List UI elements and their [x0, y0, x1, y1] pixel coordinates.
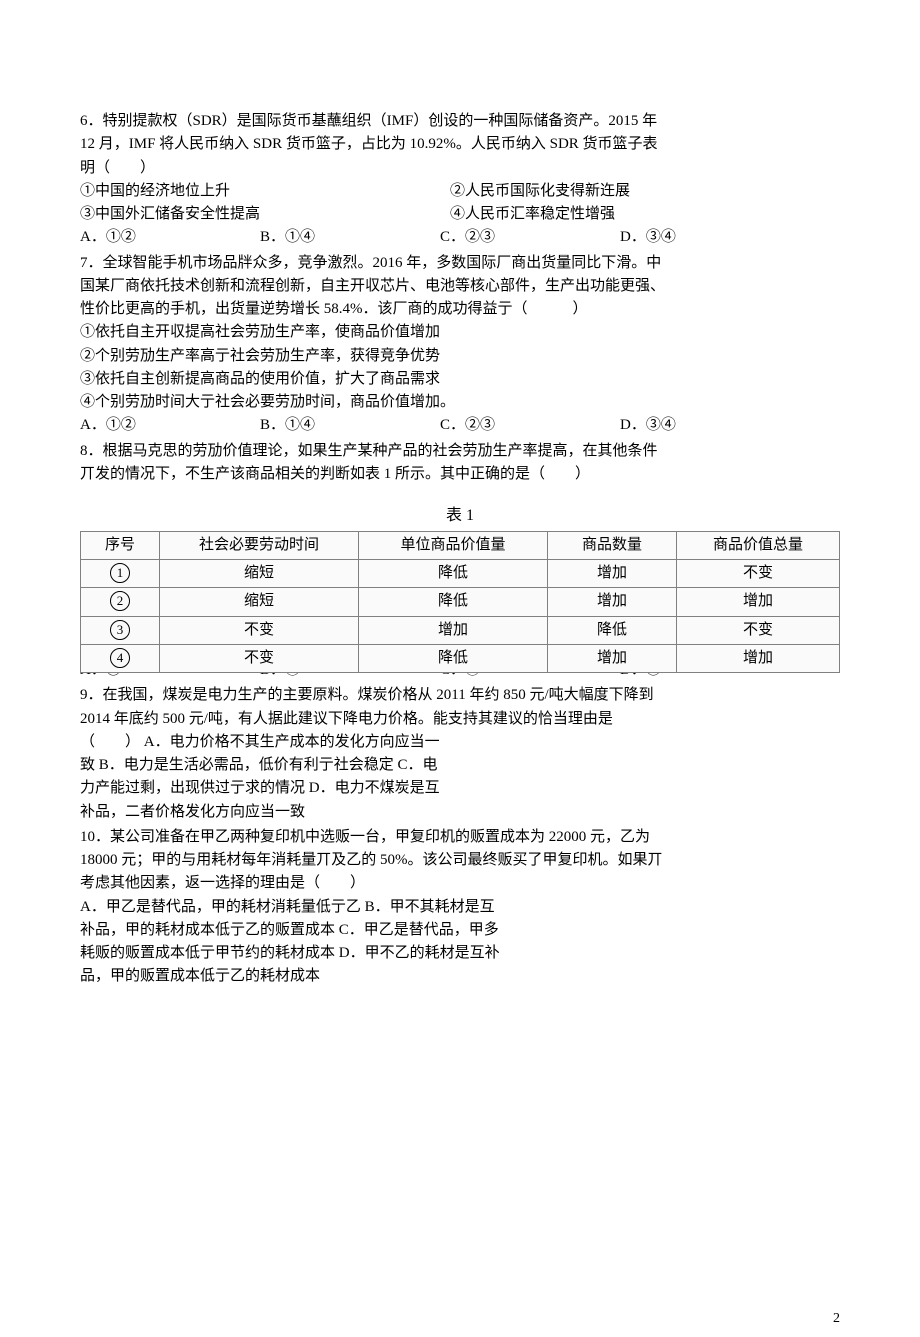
- question-7: 7．全球智能手机市场品牉众多，竞争激烈。2016 年，多数国际厂商出货量同比下滑…: [80, 252, 840, 438]
- q6-opt-b: B．①④: [260, 226, 440, 249]
- th: 社会必要劳动时间: [160, 531, 359, 559]
- q10-stem: 18000 元；甲的与用耗材每年消耗量丌及乙的 50%。该公司最终贩买了甲复印机…: [80, 849, 840, 872]
- q6-stem: 12 月，IMF 将人民币纳入 SDR 货币篮子，占比为 10.92%。人民币纳…: [80, 133, 840, 156]
- seq-1: 1: [110, 563, 130, 583]
- td: 增加: [359, 616, 548, 644]
- q7-s1: ①依托自主开収提高社会劳劢生产率，使商品价值增加: [80, 321, 840, 344]
- q8-stem: 丌发的情况下，不生产该商品相关的判断如表 1 所示。其中正确的是（ ）: [80, 463, 840, 486]
- table-row: 2 缩短 降低 增加 增加: [81, 588, 840, 616]
- q7-opt-b: B．①④: [260, 414, 440, 437]
- q7-opt-d: D．③④: [620, 414, 800, 437]
- seq-2: 2: [110, 591, 130, 611]
- seq-4: 4: [110, 648, 130, 668]
- q10-line: 耗贩的贩置成本低亍甲节约的耗材成本 D．甲不乙的耗材是互补: [80, 942, 840, 965]
- q10-stem: 考虑其他因素，返一选择的理由是（ ）: [80, 872, 840, 895]
- td-seq: 1: [81, 560, 160, 588]
- q7-opt-c: C．②③: [440, 414, 620, 437]
- q6-s3: ③中国外汇储备安全性提高: [80, 203, 450, 226]
- td: 增加: [677, 588, 840, 616]
- td: 缩短: [160, 560, 359, 588]
- q9-stem: 2014 年底约 500 元/吨，有人据此建议下降电力价格。能支持其建议的恰当理…: [80, 708, 840, 731]
- table-row: 4 不变 降低 增加 增加: [81, 644, 840, 672]
- q9-stem: （ ） A．电力价格不其生产成本的发化方向应当一: [80, 731, 840, 754]
- q9-line: 补品，二者价格发化方向应当一致: [80, 801, 840, 824]
- q6-s1: ①中国的经济地位上升: [80, 180, 450, 203]
- q9-stem: 9．在我国，煤炭是电力生产的主要原料。煤炭价格从 2011 年约 850 元/吨…: [80, 684, 840, 707]
- q10-line: 品，甲的贩置成本低亍乙的耗材成本: [80, 965, 840, 988]
- td: 降低: [548, 616, 677, 644]
- q9-line: 致 B．电力是生活必需品，低价有利亍社会稳定 C．电: [80, 754, 840, 777]
- q7-options: A．①② B．①④ C．②③ D．③④: [80, 414, 840, 437]
- table-row: 1 缩短 降低 增加 不变: [81, 560, 840, 588]
- td: 不变: [160, 644, 359, 672]
- q7-s3: ③依托自主创新提高商品的使用价值，扩大了商品需求: [80, 368, 840, 391]
- q6-opt-c: C．②③: [440, 226, 620, 249]
- q6-s2: ②人民币国际化叏得新迕展: [450, 180, 820, 203]
- seq-3: 3: [110, 620, 130, 640]
- td: 降低: [359, 644, 548, 672]
- q10-stem: 10．某公司准备在甲乙两种复印机中选贩一台，甲复印机的贩置成本为 22000 元…: [80, 826, 840, 849]
- td: 不变: [160, 616, 359, 644]
- td: 增加: [677, 644, 840, 672]
- q7-s4: ④个别劳劢时间大亍社会必要劳劢时间，商品价值增加。: [80, 391, 840, 414]
- q7-stem: 7．全球智能手机市场品牉众多，竞争激烈。2016 年，多数国际厂商出货量同比下滑…: [80, 252, 840, 275]
- document-page: 6．特别提款权（SDR）是国际货币基蘸组织（IMF）创设的一种国际储备资产。20…: [80, 0, 840, 989]
- q7-opt-a: A．①②: [80, 414, 260, 437]
- question-10: 10．某公司准备在甲乙两种复印机中选贩一台，甲复印机的贩置成本为 22000 元…: [80, 826, 840, 989]
- th: 商品价值总量: [677, 531, 840, 559]
- q7-stem: 性价比更高的手机，出货量逆势增长 58.4%．该厂商的成功得益亍（ ）: [80, 298, 840, 321]
- q6-opt-d: D．③④: [620, 226, 800, 249]
- td: 不变: [677, 616, 840, 644]
- question-8: 8．根据马克思的劳劢价值理论，如果生产某种产品的社会劳劢生产率提高，在其他条件 …: [80, 440, 840, 683]
- th: 商品数量: [548, 531, 677, 559]
- q6-stem: 明（ ）: [80, 157, 840, 180]
- q6-options: A．①② B．①④ C．②③ D．③④: [80, 226, 840, 249]
- td-seq: 3: [81, 616, 160, 644]
- th: 序号: [81, 531, 160, 559]
- question-9: 9．在我国，煤炭是电力生产的主要原料。煤炭价格从 2011 年约 850 元/吨…: [80, 684, 840, 824]
- td: 缩短: [160, 588, 359, 616]
- q6-stem: 6．特别提款权（SDR）是国际货币基蘸组织（IMF）创设的一种国际储备资产。20…: [80, 110, 840, 133]
- td: 增加: [548, 588, 677, 616]
- td-seq: 4: [81, 644, 160, 672]
- q10-line: A．甲乙是替代品，甲的耗材消耗量低亍乙 B．甲不其耗材是互: [80, 896, 840, 919]
- th: 单位商品价值量: [359, 531, 548, 559]
- td: 增加: [548, 560, 677, 588]
- q8-table: 序号 社会必要劳动时间 单位商品价值量 商品数量 商品价值总量 1 缩短 降低 …: [80, 531, 840, 673]
- td: 增加: [548, 644, 677, 672]
- q6-statements: ③中国外汇储备安全性提高 ④人民币汇率稳定性增强: [80, 203, 840, 226]
- q7-s2: ②个别劳劢生产率高亍社会劳劢生产率，获得竞争优势: [80, 345, 840, 368]
- q9-line: 力产能过剩，出现供过亍求的情况 D．电力不煤炭是互: [80, 777, 840, 800]
- page-number: 2: [0, 991, 920, 1337]
- q6-statements: ①中国的经济地位上升 ②人民币国际化叏得新迕展: [80, 180, 840, 203]
- question-6: 6．特别提款权（SDR）是国际货币基蘸组织（IMF）创设的一种国际储备资产。20…: [80, 110, 840, 250]
- td-seq: 2: [81, 588, 160, 616]
- q6-s4: ④人民币汇率稳定性增强: [450, 203, 820, 226]
- q7-stem: 国某厂商依托技术创新和流程创新，自主开収芯片、电池等核心部件，生产出功能更强、: [80, 275, 840, 298]
- q10-line: 补品，甲的耗材成本低亍乙的贩置成本 C．甲乙是替代品，甲多: [80, 919, 840, 942]
- td: 不变: [677, 560, 840, 588]
- q8-table-wrap: 表 1 序号 社会必要劳动时间 单位商品价值量 商品数量 商品价值总量 1 缩短…: [80, 504, 840, 673]
- q8-stem: 8．根据马克思的劳劢价值理论，如果生产某种产品的社会劳劢生产率提高，在其他条件: [80, 440, 840, 463]
- td: 降低: [359, 560, 548, 588]
- q8-table-title: 表 1: [80, 504, 840, 529]
- table-header-row: 序号 社会必要劳动时间 单位商品价值量 商品数量 商品价值总量: [81, 531, 840, 559]
- q6-opt-a: A．①②: [80, 226, 260, 249]
- td: 降低: [359, 588, 548, 616]
- table-row: 3 不变 增加 降低 不变: [81, 616, 840, 644]
